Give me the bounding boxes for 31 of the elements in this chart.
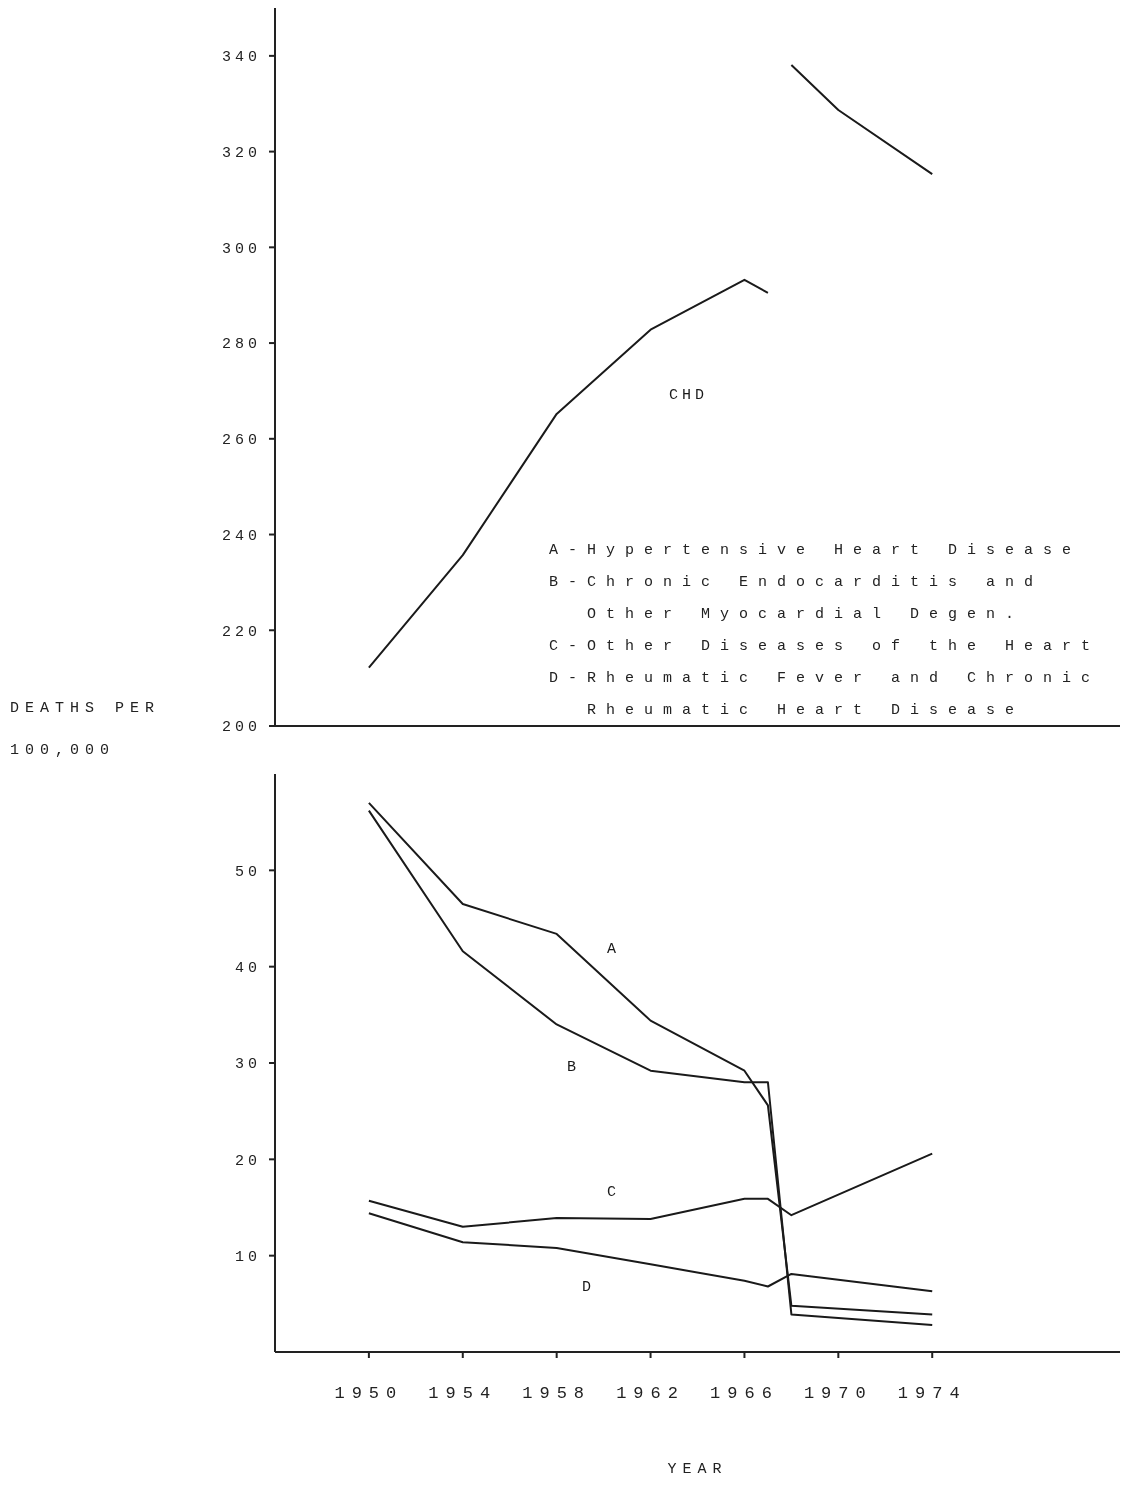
x-tick-label: 1974 <box>897 1384 967 1404</box>
series-label: A <box>607 940 621 958</box>
x-axis-title: YEAR <box>667 1461 728 1478</box>
text: CHD <box>669 387 709 405</box>
y-tick-label: 240 <box>221 527 261 545</box>
y-tick-label: 300 <box>221 240 261 258</box>
y-tick-label: 20 <box>234 1152 261 1170</box>
annotation: B-Chronic Endocarditis and Other Myocardial Degen. <box>549 573 1045 625</box>
annotation: C-Other Diseases of the Heart <box>549 637 1102 657</box>
y-tick-label: 40 <box>234 959 261 977</box>
x-tick-label: 1970 <box>803 1384 873 1404</box>
annotation: D-Rheumatic Fever and Chronic Rheumatic Heart Disease <box>549 669 1102 721</box>
annotation: A-Hypertensive Heart Disease <box>549 541 1083 561</box>
series-label: C <box>607 1183 621 1201</box>
x-tick-label: 1954 <box>428 1384 498 1404</box>
y-tick-label: 30 <box>234 1056 261 1074</box>
y-tick-label: 260 <box>221 432 261 450</box>
y-tick-label: 340 <box>221 49 261 67</box>
series-label: B <box>567 1058 581 1076</box>
y-tick-label: 50 <box>234 863 261 881</box>
y-tick-label: 280 <box>221 336 261 354</box>
x-tick-label: 1962 <box>616 1384 685 1404</box>
x-tick-label: 1950 <box>334 1384 404 1404</box>
y-tick-label: 200 <box>221 719 261 737</box>
x-tick-label: 1958 <box>522 1384 592 1404</box>
x-tick-label: 1966 <box>710 1384 779 1404</box>
y-tick-label: 320 <box>221 144 261 162</box>
y-tick-label: 10 <box>234 1248 261 1266</box>
series-label: D <box>582 1279 596 1297</box>
y-tick-label: 220 <box>221 623 261 641</box>
text: DEATHS PER 100,000 <box>10 700 161 759</box>
